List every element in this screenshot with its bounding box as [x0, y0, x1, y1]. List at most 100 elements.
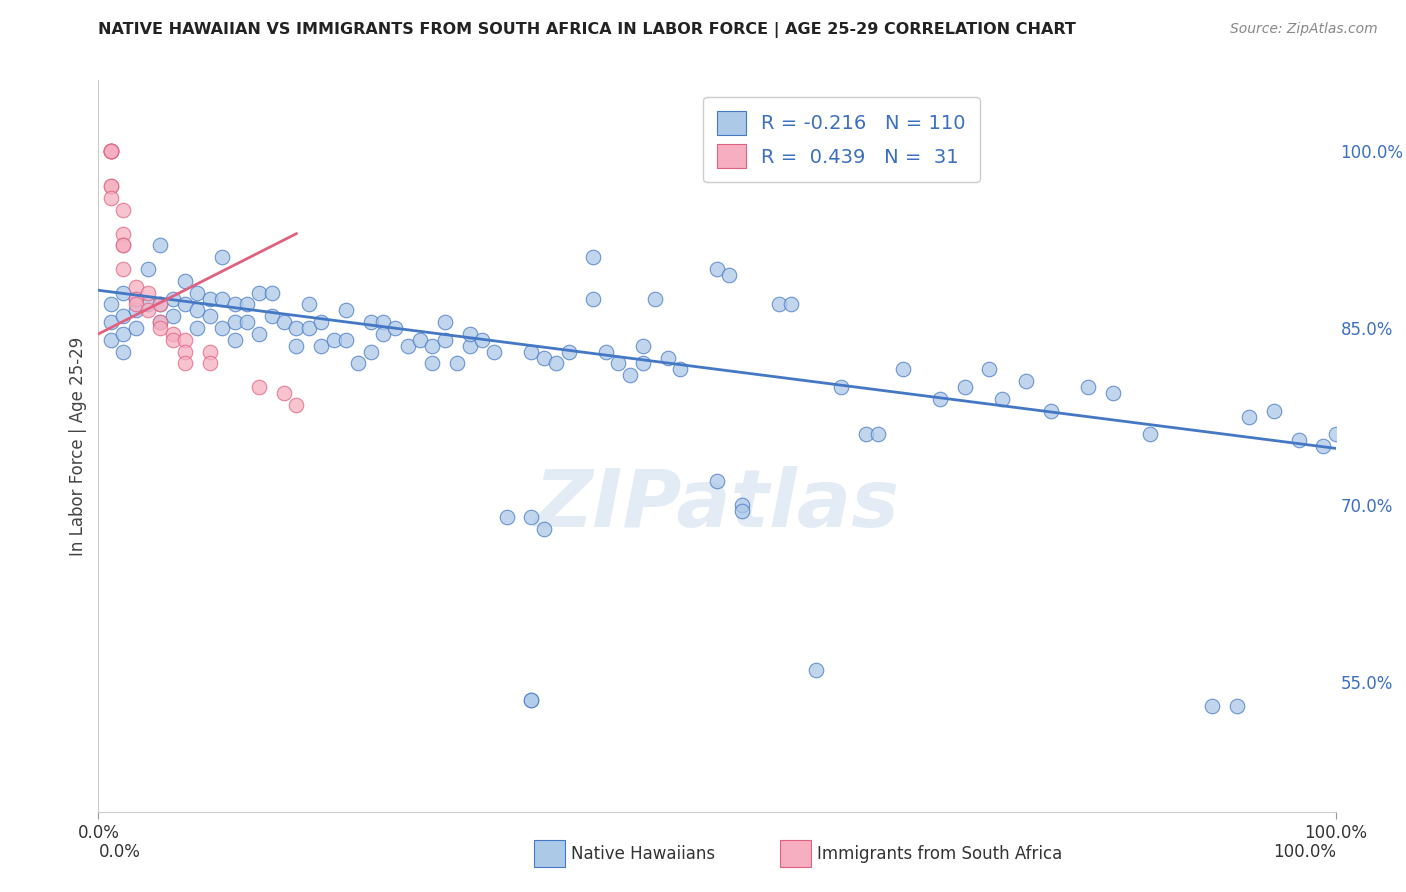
Point [100, 297, 122, 311]
Point [186, 321, 208, 335]
Point [198, 344, 221, 359]
Point [1288, 433, 1310, 447]
Point [422, 339, 444, 353]
Point [471, 333, 494, 347]
Point [247, 285, 270, 300]
Point [162, 326, 184, 341]
Point [458, 326, 481, 341]
Point [1139, 427, 1161, 442]
Point [360, 315, 382, 329]
Point [174, 344, 197, 359]
Point [247, 380, 270, 394]
Point [830, 380, 852, 394]
Point [657, 351, 679, 365]
Point [112, 326, 135, 341]
Point [224, 333, 246, 347]
Text: Native Hawaiians: Native Hawaiians [571, 845, 716, 863]
Point [582, 250, 605, 264]
Text: Immigrants from South Africa: Immigrants from South Africa [817, 845, 1062, 863]
Point [953, 380, 976, 394]
Point [285, 398, 308, 412]
Point [149, 315, 172, 329]
Point [124, 303, 146, 318]
Y-axis label: In Labor Force | Age 25-29: In Labor Force | Age 25-29 [69, 336, 87, 556]
Point [186, 285, 208, 300]
Point [768, 297, 790, 311]
Point [124, 279, 146, 293]
Point [124, 292, 146, 306]
Point [149, 297, 172, 311]
Point [855, 427, 877, 442]
Point [124, 321, 146, 335]
Point [706, 475, 728, 489]
Point [1015, 374, 1038, 388]
Point [546, 356, 568, 370]
Point [162, 292, 184, 306]
Point [112, 238, 135, 252]
Text: NATIVE HAWAIIAN VS IMMIGRANTS FROM SOUTH AFRICA IN LABOR FORCE | AGE 25-29 CORRE: NATIVE HAWAIIAN VS IMMIGRANTS FROM SOUTH… [98, 22, 1077, 38]
Point [595, 344, 617, 359]
Point [384, 321, 406, 335]
Point [149, 297, 172, 311]
Point [533, 351, 555, 365]
Point [100, 179, 122, 194]
Point [100, 191, 122, 205]
Point [100, 144, 122, 158]
Point [273, 315, 295, 329]
Point [124, 297, 146, 311]
Point [298, 297, 321, 311]
Point [433, 333, 456, 347]
Point [112, 344, 135, 359]
Point [112, 227, 135, 241]
Point [260, 285, 283, 300]
Point [162, 310, 184, 324]
Point [224, 315, 246, 329]
Text: ZIPatlas: ZIPatlas [534, 466, 900, 543]
Point [1263, 403, 1285, 417]
Point [100, 144, 122, 158]
Point [285, 321, 308, 335]
Point [706, 262, 728, 277]
Point [174, 356, 197, 370]
Point [100, 144, 122, 158]
Point [285, 339, 308, 353]
Point [533, 522, 555, 536]
Point [149, 321, 172, 335]
Point [891, 362, 914, 376]
Point [731, 498, 754, 512]
Point [520, 509, 543, 524]
Point [347, 356, 370, 370]
Point [409, 333, 432, 347]
Point [236, 315, 259, 329]
Point [273, 385, 295, 400]
Point [1040, 403, 1063, 417]
Point [112, 285, 135, 300]
Point [619, 368, 641, 383]
Point [371, 315, 394, 329]
Point [731, 504, 754, 518]
Point [136, 285, 159, 300]
Point [990, 392, 1012, 406]
Point [1226, 698, 1249, 713]
Point [186, 303, 208, 318]
Point [458, 339, 481, 353]
Point [520, 344, 543, 359]
Point [211, 292, 233, 306]
Point [112, 202, 135, 217]
Point [607, 356, 630, 370]
Legend: R = -0.216   N = 110, R =  0.439   N =  31: R = -0.216 N = 110, R = 0.439 N = 31 [703, 97, 980, 182]
Point [631, 339, 654, 353]
Point [211, 250, 233, 264]
Text: 100.0%: 100.0% [1272, 843, 1336, 861]
Point [224, 297, 246, 311]
Point [371, 326, 394, 341]
Point [520, 692, 543, 706]
Point [644, 292, 666, 306]
Point [100, 333, 122, 347]
Point [1237, 409, 1260, 424]
Point [124, 292, 146, 306]
Point [804, 663, 827, 677]
Point [1324, 427, 1347, 442]
Point [309, 339, 332, 353]
Point [112, 238, 135, 252]
